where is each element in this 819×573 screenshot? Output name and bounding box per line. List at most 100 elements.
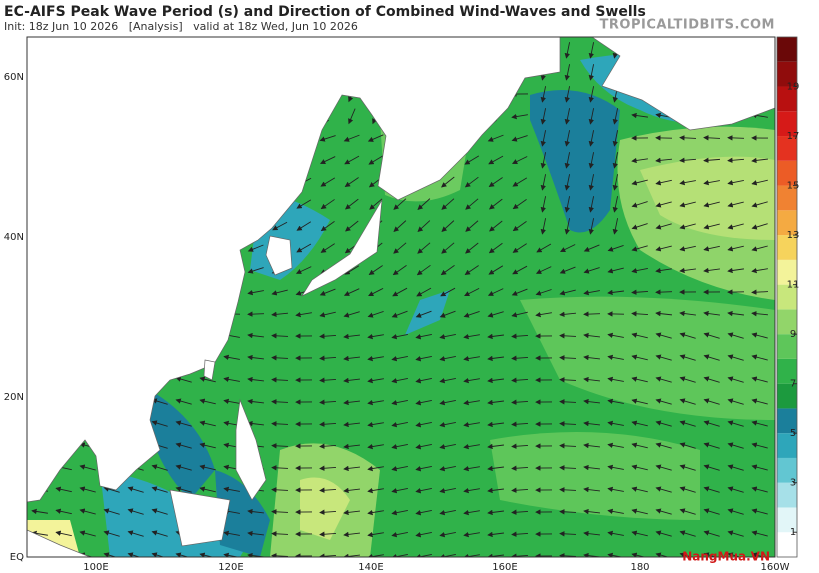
arrow <box>511 465 529 471</box>
arrow <box>679 179 696 186</box>
arrow <box>392 264 407 276</box>
arrow <box>607 354 624 361</box>
arrow <box>391 400 408 406</box>
arrow <box>415 465 432 472</box>
arrow <box>727 354 744 361</box>
arrow <box>703 310 720 317</box>
colorbar-segment <box>777 210 797 236</box>
arrow <box>247 420 264 427</box>
arrow <box>296 243 312 253</box>
arrow <box>368 265 383 275</box>
arrow <box>583 530 600 537</box>
arrow <box>612 108 619 125</box>
arrow <box>703 245 720 252</box>
arrow <box>415 421 432 428</box>
arrow <box>271 311 289 318</box>
arrow <box>703 398 720 405</box>
arrow <box>319 509 337 515</box>
arrow <box>607 486 624 493</box>
arrow <box>465 242 479 254</box>
colorbar-label: 11 <box>787 280 800 291</box>
arrow <box>296 199 312 209</box>
arrow <box>588 174 595 191</box>
arrow <box>487 443 504 450</box>
arrow <box>488 177 503 188</box>
colorbar-label: 19 <box>787 82 800 93</box>
arrow <box>344 177 359 188</box>
arrow <box>655 289 673 295</box>
arrow <box>751 310 769 317</box>
arrow <box>320 199 335 210</box>
arrow <box>588 64 595 81</box>
arrow <box>559 311 577 318</box>
arrow <box>415 509 432 516</box>
arrow <box>612 152 619 169</box>
arrow <box>247 267 264 274</box>
arrow <box>127 508 144 515</box>
arrow <box>703 552 717 557</box>
arrow <box>703 464 720 471</box>
arrow <box>751 157 768 164</box>
colorbar-segment <box>777 532 797 557</box>
arrow <box>583 267 600 274</box>
arrow <box>583 311 601 317</box>
arrow <box>320 220 335 232</box>
arrow <box>271 399 289 405</box>
arrow <box>391 378 408 384</box>
arrow <box>439 532 456 538</box>
arrow <box>703 135 721 141</box>
arrow <box>751 376 768 383</box>
arrow <box>367 443 384 450</box>
arrow <box>751 245 768 252</box>
arrow <box>655 398 672 405</box>
arrow <box>535 289 552 296</box>
arrow <box>631 157 648 164</box>
arrow <box>540 196 547 213</box>
arrow <box>79 508 96 515</box>
arrow <box>703 420 720 427</box>
init-line: Init: 18z Jun 10 2026 [Analysis] valid a… <box>4 20 358 33</box>
lon-label: 120E <box>218 562 243 573</box>
arrow <box>343 134 360 142</box>
arrow <box>727 245 744 252</box>
arrow <box>391 510 408 516</box>
arrow <box>319 311 336 318</box>
arrow <box>55 530 72 537</box>
arrow <box>247 244 264 252</box>
lon-label: 160W <box>761 562 790 573</box>
colorbar-segment <box>777 111 797 137</box>
colorbar-segment <box>777 284 797 310</box>
arrow <box>564 218 571 235</box>
colorbar-segment <box>777 61 797 87</box>
arrow <box>655 508 672 515</box>
colorbar-segment <box>777 358 797 384</box>
arrow <box>463 465 480 472</box>
colorbar-segment <box>777 160 797 186</box>
arrow <box>343 288 360 296</box>
arrow <box>679 530 696 537</box>
arrow <box>271 333 289 339</box>
arrow <box>631 420 648 427</box>
arrow <box>655 157 673 164</box>
arrow <box>512 199 527 210</box>
arrow <box>367 311 384 318</box>
arrow <box>487 399 504 406</box>
arrow <box>368 287 384 297</box>
arrow <box>441 242 455 254</box>
arrow <box>463 310 480 318</box>
arrow <box>564 42 571 59</box>
arrow <box>535 311 552 318</box>
arrow <box>319 465 337 471</box>
arrow <box>559 509 577 515</box>
arrow <box>559 443 577 449</box>
arrow <box>655 354 672 361</box>
arrow <box>612 218 619 235</box>
colorbar-label: 1 <box>790 527 796 538</box>
arrow <box>631 201 648 208</box>
arrow <box>367 355 384 362</box>
arrow <box>320 243 335 253</box>
arrow <box>391 422 408 428</box>
arrow <box>151 508 168 515</box>
arrow <box>439 334 456 340</box>
arrow <box>415 531 432 538</box>
